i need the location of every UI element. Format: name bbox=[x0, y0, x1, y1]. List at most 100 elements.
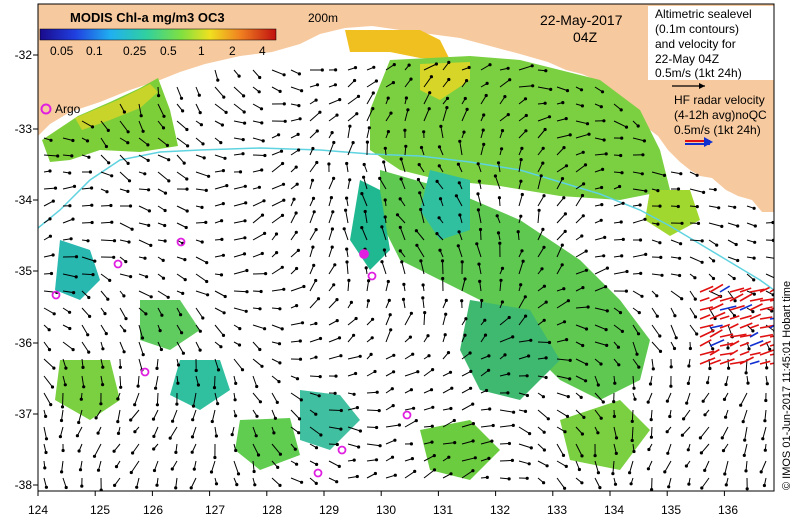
velocity-vector bbox=[138, 103, 142, 116]
velocity-vector-head bbox=[176, 363, 181, 367]
velocity-vector bbox=[119, 120, 129, 133]
velocity-vector-head bbox=[374, 79, 378, 83]
velocity-vector-head bbox=[699, 451, 704, 455]
velocity-vector bbox=[594, 236, 605, 241]
velocity-vector-head bbox=[221, 202, 225, 206]
velocity-vector-head bbox=[189, 486, 193, 490]
velocity-vector-head bbox=[292, 197, 296, 201]
velocity-vector-head bbox=[87, 350, 91, 354]
velocity-vector bbox=[459, 141, 463, 156]
velocity-vector-head bbox=[56, 154, 60, 158]
velocity-vector-head bbox=[582, 415, 586, 419]
velocity-vector-head bbox=[345, 260, 349, 264]
velocity-vector-head bbox=[598, 486, 602, 490]
velocity-vector-head bbox=[525, 393, 530, 398]
argo-float-marker[interactable] bbox=[313, 468, 323, 478]
velocity-vector-head bbox=[337, 464, 341, 468]
velocity-vector-head bbox=[314, 321, 318, 326]
argo-float-marker[interactable] bbox=[176, 237, 186, 247]
velocity-vector-head bbox=[584, 249, 588, 253]
argo-float-marker[interactable] bbox=[367, 271, 377, 281]
velocity-vector bbox=[518, 261, 524, 275]
velocity-vector bbox=[81, 375, 85, 387]
velocity-vector-head bbox=[112, 449, 116, 453]
velocity-vector-head bbox=[216, 78, 220, 82]
velocity-vector-head bbox=[599, 362, 603, 366]
hf-radar-vector bbox=[729, 323, 739, 329]
velocity-vector bbox=[537, 195, 545, 207]
velocity-vector-head bbox=[708, 366, 712, 371]
velocity-vector-head bbox=[136, 384, 140, 388]
velocity-vector-head bbox=[679, 242, 683, 246]
velocity-vector bbox=[154, 460, 159, 471]
velocity-vector-head bbox=[744, 469, 748, 473]
velocity-vector-head bbox=[127, 240, 131, 244]
velocity-vector-head bbox=[547, 340, 552, 345]
velocity-vector bbox=[632, 290, 643, 297]
velocity-vector bbox=[417, 179, 425, 190]
velocity-vector-head bbox=[665, 430, 669, 434]
velocity-vector-head bbox=[161, 276, 166, 280]
velocity-vector-head bbox=[601, 400, 605, 404]
velocity-vector bbox=[138, 290, 152, 298]
velocity-vector bbox=[43, 375, 53, 388]
velocity-vector bbox=[556, 460, 567, 467]
velocity-vector-head bbox=[600, 203, 604, 207]
argo-float-marker[interactable] bbox=[402, 410, 412, 420]
velocity-vector bbox=[176, 154, 185, 164]
velocity-vector-head bbox=[488, 407, 492, 411]
velocity-vector-head bbox=[506, 391, 510, 395]
velocity-vector-head bbox=[764, 398, 768, 403]
velocity-vector bbox=[594, 324, 607, 331]
velocity-vector bbox=[518, 85, 533, 88]
velocity-vector bbox=[740, 392, 748, 406]
velocity-vector-head bbox=[429, 75, 433, 79]
velocity-vector-head bbox=[464, 317, 468, 321]
velocity-vector-head bbox=[335, 298, 339, 302]
velocity-vector-head bbox=[604, 285, 608, 289]
velocity-vector bbox=[575, 375, 586, 382]
velocity-vector bbox=[81, 341, 90, 353]
velocity-vector-head bbox=[365, 140, 369, 144]
velocity-vector-head bbox=[257, 90, 261, 94]
velocity-vector-head bbox=[386, 96, 390, 100]
velocity-vector-head bbox=[539, 174, 543, 178]
velocity-vector-head bbox=[581, 343, 585, 348]
hf-radar-vector bbox=[729, 333, 747, 338]
velocity-vector-head bbox=[348, 178, 352, 182]
velocity-vector-head bbox=[300, 89, 304, 93]
velocity-vector-head bbox=[118, 365, 122, 369]
velocity-vector bbox=[575, 250, 587, 258]
hf-radar-vector bbox=[719, 342, 734, 347]
velocity-vector bbox=[701, 443, 710, 454]
velocity-vector-head bbox=[679, 172, 683, 176]
velocity-vector bbox=[477, 193, 482, 207]
x-axis-tick-label: 124 bbox=[27, 503, 49, 517]
velocity-vector bbox=[420, 209, 425, 224]
velocity-vector bbox=[119, 222, 133, 230]
hf-radar-vector bbox=[759, 349, 774, 356]
argo-float-marker[interactable] bbox=[140, 367, 150, 377]
velocity-vector-head bbox=[141, 353, 145, 357]
velocity-vector-head bbox=[649, 418, 653, 422]
velocity-vector-head bbox=[192, 467, 196, 471]
velocity-vector-head bbox=[544, 69, 548, 73]
argo-float-marker[interactable] bbox=[337, 445, 347, 455]
velocity-vector-head bbox=[382, 160, 386, 164]
velocity-vector-head bbox=[181, 109, 185, 113]
hf-radar-vector bbox=[749, 351, 761, 356]
velocity-vector-head bbox=[179, 313, 183, 317]
velocity-vector-head bbox=[736, 258, 740, 263]
velocity-vector-head bbox=[584, 268, 589, 272]
velocity-vector-head bbox=[743, 438, 747, 442]
velocity-vector-head bbox=[51, 253, 55, 257]
velocity-vector-head bbox=[355, 474, 359, 479]
velocity-vector bbox=[347, 426, 361, 432]
argo-float-marker[interactable] bbox=[359, 249, 369, 259]
velocity-vector-head bbox=[258, 400, 262, 404]
velocity-vector-head bbox=[593, 454, 597, 458]
argo-float-marker[interactable] bbox=[51, 290, 61, 300]
hf-radar-vector bbox=[759, 340, 772, 347]
velocity-vector bbox=[404, 470, 415, 479]
argo-float-marker[interactable] bbox=[113, 259, 123, 269]
